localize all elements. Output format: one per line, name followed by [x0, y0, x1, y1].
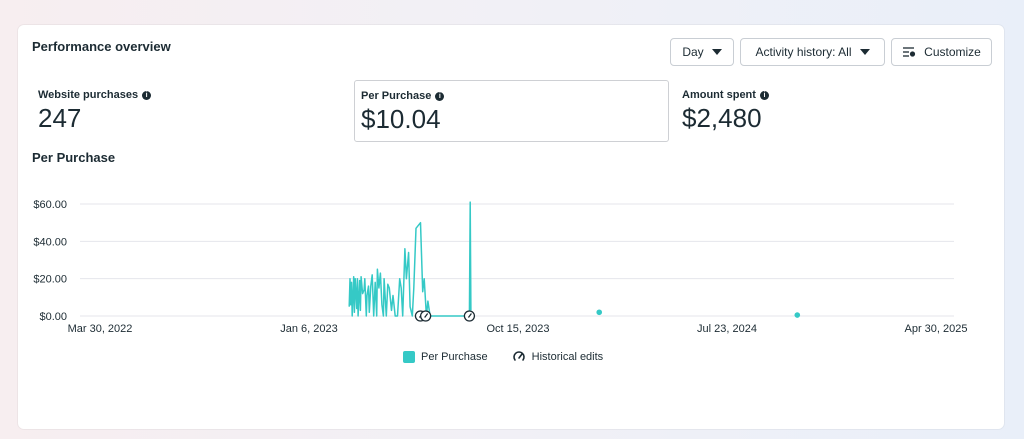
x-tick-label: Jan 6, 2023 — [280, 323, 338, 335]
performance-overview-card: Performance overview Day Activity histor… — [18, 25, 1004, 429]
legend-label: Historical edits — [531, 351, 604, 363]
metric-value: 247 — [38, 103, 82, 133]
metric-website-purchases[interactable]: Website purchases i 247 — [32, 80, 342, 142]
per-purchase-chart: $0.00 $20.00 $40.00 $60.00 Mar 30, 2022 Jan 6… — [33, 199, 968, 335]
chart-legend: Per Purchase Historical edits — [403, 350, 603, 364]
legend-item-historical-edits[interactable]: Historical edits — [512, 350, 604, 364]
day-dropdown[interactable]: Day — [670, 38, 734, 66]
caret-down-icon — [711, 49, 722, 55]
legend-label: Per Purchase — [421, 351, 488, 363]
y-tick-label: $60.00 — [33, 199, 67, 211]
historical-edit-needle — [424, 313, 429, 318]
activity-history-dropdown[interactable]: Activity history: All — [740, 38, 885, 66]
historical-edit-needle — [467, 313, 472, 318]
metric-per-purchase[interactable]: Per Purchase i $10.04 — [354, 80, 669, 142]
y-tick-label: $40.00 — [33, 236, 67, 248]
y-tick-label: $0.00 — [39, 311, 67, 323]
customize-button[interactable]: Customize — [891, 38, 992, 66]
historical-edits-icon — [512, 351, 525, 361]
x-tick-label: Apr 30, 2025 — [905, 323, 968, 335]
chart-title: Per Purchase — [32, 150, 116, 165]
metric-value: $2,480 — [682, 103, 762, 133]
x-tick-label: Mar 30, 2022 — [68, 323, 133, 335]
data-point[interactable] — [794, 312, 801, 318]
metric-amount-spent[interactable]: Amount spent i $2,480 — [676, 80, 986, 142]
metric-label: Per Purchase — [361, 90, 432, 102]
series-line-per-purchase — [348, 201, 472, 317]
y-tick-label: $20.00 — [33, 274, 67, 286]
day-dropdown-label: Day — [682, 45, 704, 59]
info-icon[interactable]: i — [759, 90, 769, 100]
legend-swatch — [403, 351, 415, 363]
legend-item-per-purchase[interactable]: Per Purchase — [403, 351, 488, 363]
data-point[interactable] — [596, 309, 603, 316]
caret-down-icon — [859, 49, 870, 55]
page-title: Performance overview — [32, 39, 171, 54]
metric-label: Website purchases — [38, 89, 139, 101]
x-tick-label: Oct 15, 2023 — [487, 323, 550, 335]
metric-label: Amount spent — [682, 89, 756, 101]
info-icon[interactable]: i — [435, 91, 445, 101]
activity-history-label: Activity history: All — [755, 45, 852, 59]
customize-icon — [903, 47, 916, 57]
metric-value: $10.04 — [361, 104, 441, 134]
customize-label: Customize — [924, 45, 981, 59]
info-icon[interactable]: i — [142, 90, 152, 100]
x-tick-label: Jul 23, 2024 — [697, 323, 757, 335]
